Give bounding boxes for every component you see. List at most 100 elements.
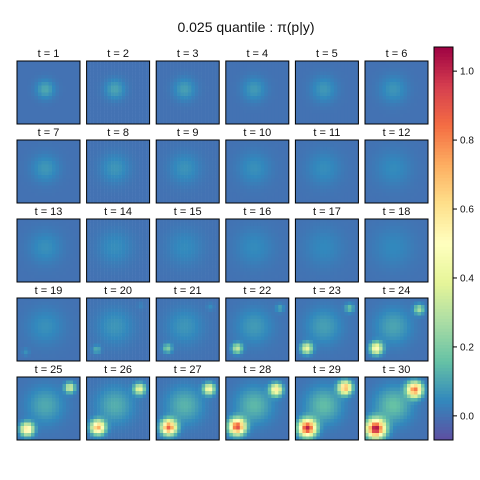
heat-cell bbox=[319, 99, 324, 104]
heat-cell bbox=[180, 61, 185, 65]
heat-cell bbox=[232, 229, 237, 234]
heat-cell bbox=[312, 103, 317, 107]
heat-cell bbox=[344, 78, 349, 83]
heat-cell bbox=[236, 71, 241, 76]
heat-cell bbox=[250, 120, 255, 125]
heat-cell bbox=[118, 264, 122, 269]
heat-cell bbox=[17, 96, 21, 100]
heat-cell bbox=[393, 161, 397, 165]
heat-cell bbox=[400, 89, 404, 93]
heat-cell bbox=[45, 143, 49, 148]
heat-cell bbox=[69, 161, 74, 165]
heat-cell bbox=[100, 229, 105, 234]
heat-cell bbox=[372, 71, 376, 76]
heat-cell bbox=[225, 103, 230, 107]
heat-cell bbox=[232, 120, 237, 125]
heat-cell bbox=[316, 75, 321, 79]
heat-cell bbox=[114, 106, 119, 111]
heat-cell bbox=[17, 192, 21, 197]
heat-cell bbox=[27, 113, 32, 118]
heat-cell bbox=[107, 250, 112, 255]
heat-cell bbox=[239, 99, 244, 104]
heat-cell bbox=[340, 110, 345, 114]
heat-cell bbox=[326, 120, 331, 125]
heat-cell bbox=[41, 254, 46, 258]
heat-cell bbox=[139, 192, 143, 197]
heat-cell bbox=[302, 120, 307, 125]
heat-cell bbox=[285, 120, 290, 125]
heat-cell bbox=[111, 226, 115, 230]
heat-cell bbox=[267, 178, 272, 183]
heat-cell bbox=[257, 92, 262, 97]
heat-cell bbox=[184, 178, 188, 183]
heat-cell bbox=[379, 120, 383, 125]
heat-cell bbox=[62, 185, 67, 190]
heat-cell bbox=[163, 254, 167, 258]
heat-cell bbox=[139, 185, 143, 190]
heat-cell bbox=[173, 261, 178, 265]
heat-cell bbox=[246, 106, 251, 111]
heat-cell bbox=[285, 150, 290, 155]
heat-cell bbox=[260, 175, 265, 179]
heat-cell bbox=[142, 117, 147, 121]
heat-cell bbox=[118, 61, 122, 65]
heat-cell bbox=[205, 254, 209, 258]
heat-cell bbox=[285, 233, 290, 237]
heat-cell bbox=[257, 229, 262, 234]
heat-cell bbox=[52, 222, 56, 227]
heat-cell bbox=[421, 64, 425, 69]
heat-cell bbox=[31, 196, 35, 200]
heat-cell bbox=[17, 157, 21, 162]
heat-cell bbox=[177, 199, 181, 204]
heat-cell bbox=[107, 61, 112, 65]
heat-cell bbox=[208, 192, 213, 197]
heat-cell bbox=[31, 199, 35, 204]
heat-cell bbox=[281, 106, 286, 111]
heat-cell bbox=[330, 192, 335, 197]
heat-cell bbox=[166, 71, 171, 76]
heat-cell bbox=[243, 143, 248, 148]
heat-cell bbox=[271, 103, 276, 107]
heat-cell bbox=[184, 120, 188, 125]
heat-cell bbox=[316, 185, 321, 190]
heat-cell bbox=[250, 75, 255, 79]
heat-cell bbox=[212, 229, 216, 234]
heat-cell bbox=[312, 85, 317, 90]
heat-cell bbox=[125, 222, 129, 227]
heat-cell bbox=[407, 85, 411, 90]
heat-cell bbox=[354, 85, 359, 90]
heat-cell bbox=[194, 196, 199, 200]
heat-cell bbox=[225, 226, 230, 230]
heat-cell bbox=[38, 82, 42, 86]
heat-cell bbox=[354, 147, 359, 151]
heat-cell bbox=[132, 254, 136, 258]
heat-cell bbox=[264, 154, 269, 158]
heat-cell bbox=[27, 150, 32, 155]
heat-cell bbox=[372, 68, 376, 72]
heat-cell bbox=[257, 64, 262, 69]
heat-cell bbox=[142, 261, 147, 265]
heat-cell bbox=[111, 157, 115, 162]
heat-cell bbox=[424, 120, 429, 125]
heat-cell bbox=[194, 247, 199, 251]
heat-cell bbox=[146, 168, 150, 172]
heat-cell bbox=[142, 233, 147, 237]
heat-cell bbox=[372, 157, 376, 162]
heat-cell bbox=[173, 247, 178, 251]
heat-cell bbox=[93, 103, 98, 107]
heat-cell bbox=[156, 113, 160, 118]
heat-cell bbox=[232, 110, 237, 114]
heat-cell bbox=[382, 185, 387, 190]
heat-cell bbox=[225, 196, 230, 200]
heat-cell bbox=[97, 64, 101, 69]
heat-cell bbox=[208, 182, 213, 186]
heat-cell bbox=[111, 140, 115, 144]
heat-cell bbox=[166, 175, 171, 179]
heat-cell bbox=[278, 226, 283, 230]
heat-cell bbox=[93, 71, 98, 76]
heat-cell bbox=[215, 110, 220, 114]
heat-cell bbox=[365, 154, 369, 158]
heat-cell bbox=[201, 168, 206, 172]
heat-cell bbox=[34, 175, 39, 179]
heat-cell bbox=[191, 189, 195, 193]
